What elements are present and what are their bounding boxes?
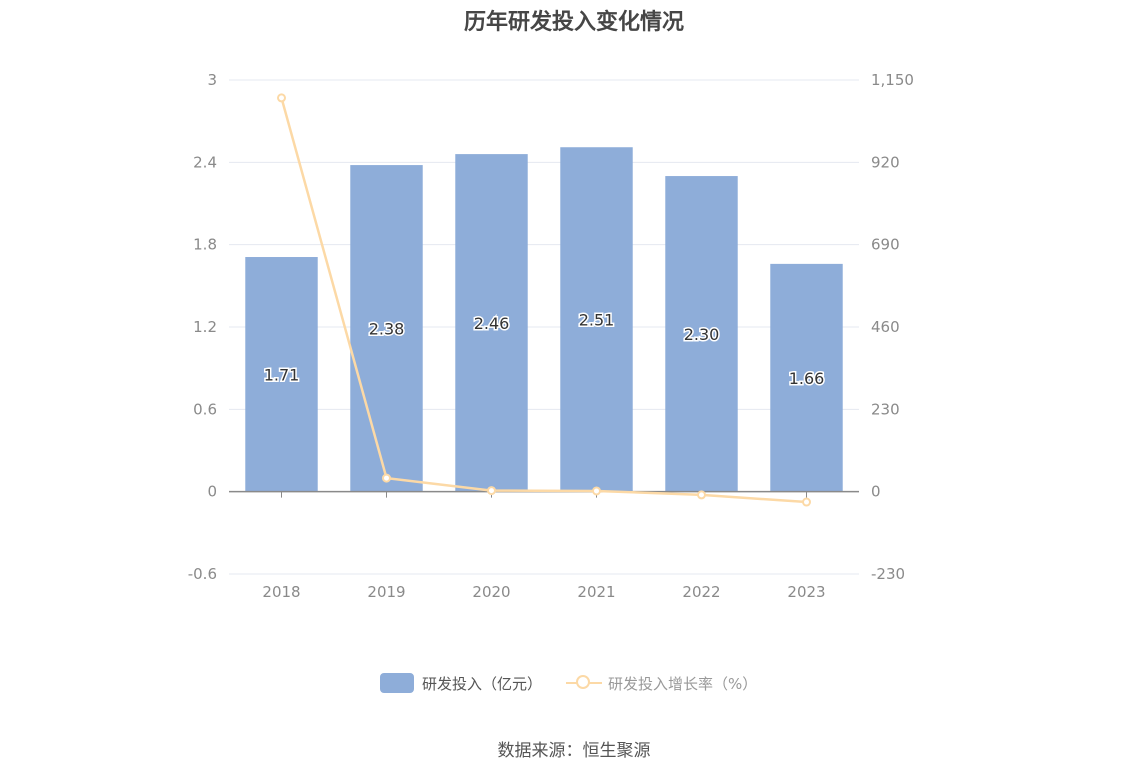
bar <box>455 154 528 492</box>
bar <box>665 176 738 492</box>
y-left-tick-label: 1.2 <box>193 318 217 336</box>
growth-line <box>280 97 807 504</box>
growth-point <box>802 497 811 507</box>
bar-value-label: 2.30 <box>684 325 720 344</box>
y-left-tick-label: 3 <box>207 71 217 89</box>
y-left-tick-label: 0.6 <box>193 400 217 418</box>
y-right-tick-label: -230 <box>871 565 905 583</box>
legend-line-label: 研发投入增长率（%） <box>608 674 758 693</box>
bar-value-label: 1.71 <box>264 365 300 384</box>
x-tick-label: 2022 <box>682 583 720 601</box>
bar <box>350 165 423 492</box>
legend-bar-swatch <box>380 673 414 693</box>
growth-point <box>277 93 286 103</box>
x-tick-label: 2023 <box>787 583 825 601</box>
x-tick-label: 2020 <box>472 583 510 601</box>
legend-item-bar[interactable]: 研发投入（亿元） <box>380 673 542 694</box>
y-right-tick-label: 920 <box>871 153 900 171</box>
growth-point <box>487 486 496 496</box>
y-left-tick-label: 0 <box>207 483 217 501</box>
bar-value-label: 2.51 <box>579 310 615 329</box>
bar <box>245 257 318 492</box>
y-left-tick-label: 2.4 <box>193 153 217 171</box>
chart-legend: 研发投入（亿元） 研发投入增长率（%） <box>380 672 781 694</box>
y-right-tick-label: 0 <box>871 483 881 501</box>
y-right-tick-label: 460 <box>871 318 900 336</box>
chart-plot: 3 1,150 2.4 920 1.8 690 1.2 460 0.6 230 0 0 -0.6 -230… <box>188 71 914 601</box>
source-note: 数据来源：恒生聚源 <box>497 741 651 761</box>
x-tick-label: 2018 <box>262 583 300 601</box>
bar-value-label: 2.38 <box>369 319 405 338</box>
y-right-tick-label: 230 <box>871 400 900 418</box>
y-right-tick-label: 1,150 <box>871 71 914 89</box>
growth-point <box>382 473 391 483</box>
bar <box>560 147 633 492</box>
y-left-tick-label: 1.8 <box>193 236 217 254</box>
legend-bar-label: 研发投入（亿元） <box>422 674 543 693</box>
growth-point <box>697 490 706 500</box>
chart-title: 历年研发投入变化情况 <box>463 10 684 35</box>
x-tick-label: 2021 <box>577 583 615 601</box>
legend-item-line[interactable]: 研发投入增长率（%） <box>566 673 757 694</box>
bar <box>770 263 843 492</box>
bar-value-label: 1.66 <box>789 369 825 388</box>
growth-point <box>592 486 601 496</box>
x-tick-label: 2019 <box>367 583 405 601</box>
legend-line-swatch <box>566 673 603 693</box>
bar-value-label: 2.46 <box>474 314 510 333</box>
y-left-tick-label: -0.6 <box>188 565 217 583</box>
y-right-tick-label: 690 <box>871 236 900 254</box>
